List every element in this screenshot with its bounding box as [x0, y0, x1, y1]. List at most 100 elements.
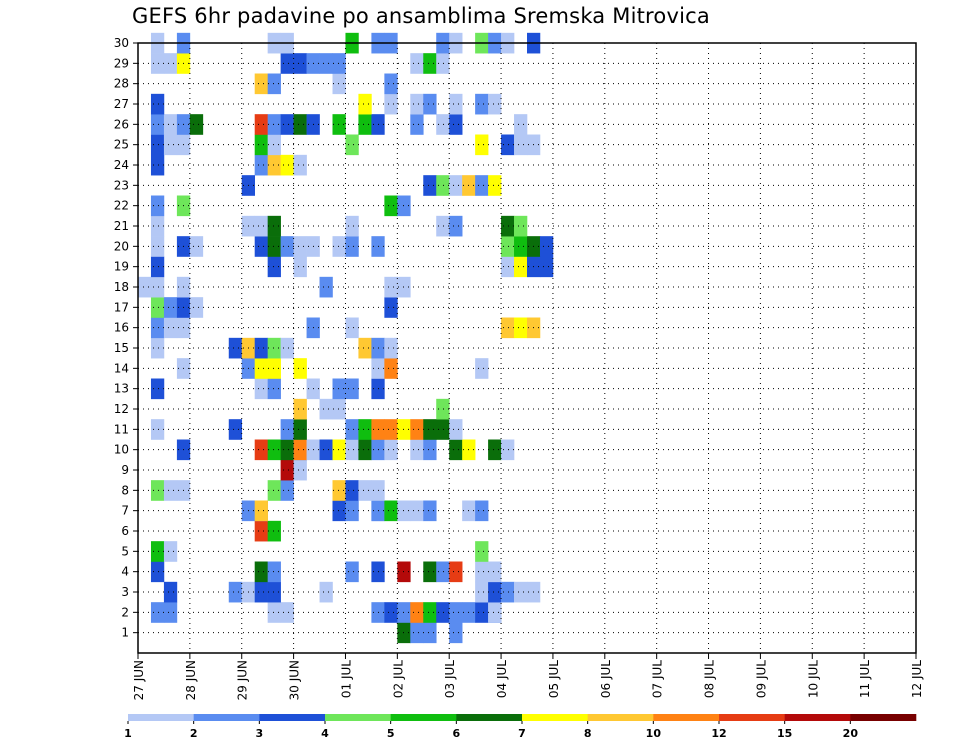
y-tick-label: 27 — [114, 97, 129, 111]
precip-cell — [384, 297, 398, 318]
y-tick-label: 2 — [121, 605, 129, 619]
precip-cell — [345, 236, 359, 257]
precip-cell — [254, 114, 268, 135]
precip-cell — [280, 439, 294, 461]
precip-cell — [332, 53, 346, 74]
colorbar-label: 4 — [321, 727, 329, 740]
precip-cell — [332, 73, 346, 95]
precip-cell — [475, 358, 489, 379]
x-tick-label: 30 JUN — [288, 660, 302, 700]
precip-cell — [410, 622, 424, 644]
precip-cell — [332, 236, 346, 257]
colorbar-label: 8 — [584, 727, 592, 740]
colorbar-label: 2 — [190, 727, 198, 740]
precip-cell — [163, 134, 178, 156]
precip-cell — [150, 337, 165, 359]
precip-cell — [423, 602, 437, 623]
precip-cell — [384, 419, 398, 440]
precip-cell — [475, 602, 489, 623]
precip-cell — [410, 53, 424, 74]
colorbar-swatch — [719, 714, 785, 721]
precip-cell — [501, 215, 515, 237]
precip-cell — [319, 398, 333, 420]
precip-cell — [228, 337, 243, 359]
precip-cell — [319, 439, 333, 461]
colorbar-swatch — [259, 714, 326, 721]
precip-cell — [475, 500, 489, 522]
precip-cell — [501, 317, 515, 339]
y-tick-label: 7 — [121, 504, 129, 518]
x-tick-label: 01 JUL — [339, 660, 353, 698]
precip-cell — [384, 93, 398, 115]
precip-cell — [267, 73, 281, 95]
y-tick-label: 6 — [121, 524, 129, 538]
precip-cell — [501, 256, 515, 278]
colorbar-swatch — [193, 714, 260, 721]
precip-cell — [267, 114, 281, 135]
precip-cell — [501, 439, 515, 461]
precip-cell — [436, 114, 450, 135]
y-tick-label: 14 — [114, 361, 129, 375]
precip-cell — [254, 154, 268, 176]
precip-cell — [345, 134, 359, 156]
y-tick-label: 4 — [121, 565, 129, 579]
colorbar-label: 1 — [124, 727, 132, 740]
precip-cell — [150, 561, 165, 583]
precip-cell — [410, 439, 424, 461]
precip-cell — [410, 500, 424, 522]
precip-cell — [163, 297, 178, 318]
precip-cell — [410, 93, 424, 115]
colorbar-label: 10 — [646, 727, 662, 740]
precip-cell — [163, 480, 178, 501]
precip-cell — [436, 215, 450, 237]
precip-cell — [267, 602, 281, 623]
precip-cell — [267, 358, 281, 379]
precip-cell — [254, 215, 268, 237]
precip-cell — [410, 602, 424, 623]
x-tick-label: 09 JUL — [754, 660, 768, 698]
precip-cell — [280, 459, 294, 481]
y-tick-label: 22 — [114, 199, 129, 213]
x-tick-label: 04 JUL — [495, 660, 509, 698]
precip-cell — [267, 520, 281, 542]
precip-cell — [163, 602, 178, 623]
colorbar-swatch — [784, 714, 851, 721]
precip-cell — [332, 114, 346, 135]
colorbar-label: 3 — [256, 727, 264, 740]
colorbar-label: 6 — [453, 727, 461, 740]
y-tick-label: 30 — [114, 36, 129, 50]
precip-cell — [384, 73, 398, 95]
precip-cell — [436, 398, 450, 420]
colorbar-swatch — [128, 714, 194, 721]
precip-cell — [423, 419, 437, 440]
y-tick-label: 17 — [114, 300, 129, 314]
precip-cell — [293, 459, 307, 481]
precip-cell — [293, 398, 307, 420]
precip-cell — [280, 480, 294, 501]
precip-cell — [267, 256, 281, 278]
y-tick-label: 24 — [114, 158, 129, 172]
precip-cell — [514, 581, 528, 603]
precip-cell — [293, 236, 307, 257]
precip-cell — [539, 256, 554, 278]
y-tick-label: 23 — [114, 178, 129, 192]
y-tick-label: 3 — [121, 585, 129, 599]
precip-cell — [436, 175, 450, 196]
precip-cell — [332, 500, 346, 522]
precip-cell — [254, 337, 268, 359]
precip-cell — [293, 114, 307, 135]
precip-cell — [332, 439, 346, 461]
colorbar-swatch — [325, 714, 391, 721]
y-tick-label: 21 — [114, 219, 129, 233]
precip-cell — [150, 215, 165, 237]
precip-cell — [267, 337, 281, 359]
precip-cell — [189, 297, 204, 318]
precip-cell — [488, 602, 502, 623]
precip-cell — [358, 337, 372, 359]
precip-cell — [319, 53, 333, 74]
precip-cell — [293, 53, 307, 74]
precip-cell — [228, 581, 243, 603]
y-tick-label: 16 — [114, 321, 129, 335]
precip-cell — [293, 419, 307, 440]
